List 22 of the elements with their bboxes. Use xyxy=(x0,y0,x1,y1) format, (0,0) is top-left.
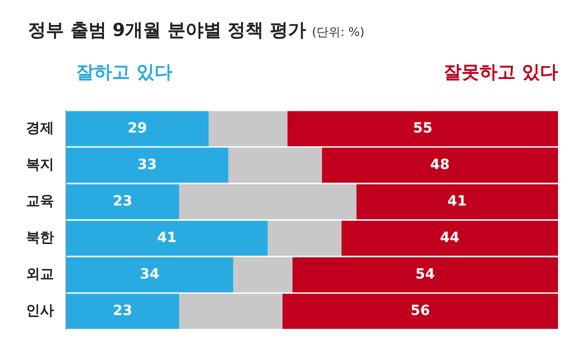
data-label: 54 xyxy=(415,266,436,282)
series-label: 잘하고 있다 xyxy=(76,61,172,84)
chart-title: 정부 출범 9개월 분야별 정책 평가 xyxy=(28,20,306,41)
data-label: 29 xyxy=(128,120,148,136)
data-label: 23 xyxy=(112,193,132,210)
data-label: 56 xyxy=(410,302,430,319)
chart-subtitle: (단위: %) xyxy=(312,25,364,39)
data-label: 44 xyxy=(440,230,460,246)
y-tick-label: 복지 xyxy=(26,156,54,173)
data-label: 55 xyxy=(412,120,432,136)
y-tick-label: 외교 xyxy=(26,266,54,282)
series-label: 잘못하고 있다 xyxy=(444,61,558,84)
data-label: 48 xyxy=(430,156,450,173)
y-tick-label: 인사 xyxy=(26,302,54,319)
data-label: 41 xyxy=(447,193,467,210)
data-label: 23 xyxy=(112,302,132,319)
data-label: 34 xyxy=(140,266,160,282)
data-label: 33 xyxy=(137,156,157,173)
data-label: 41 xyxy=(157,230,177,246)
y-tick-label: 교육 xyxy=(26,193,54,210)
y-tick-label: 경제 xyxy=(26,120,54,136)
y-tick-label: 북한 xyxy=(26,230,54,246)
